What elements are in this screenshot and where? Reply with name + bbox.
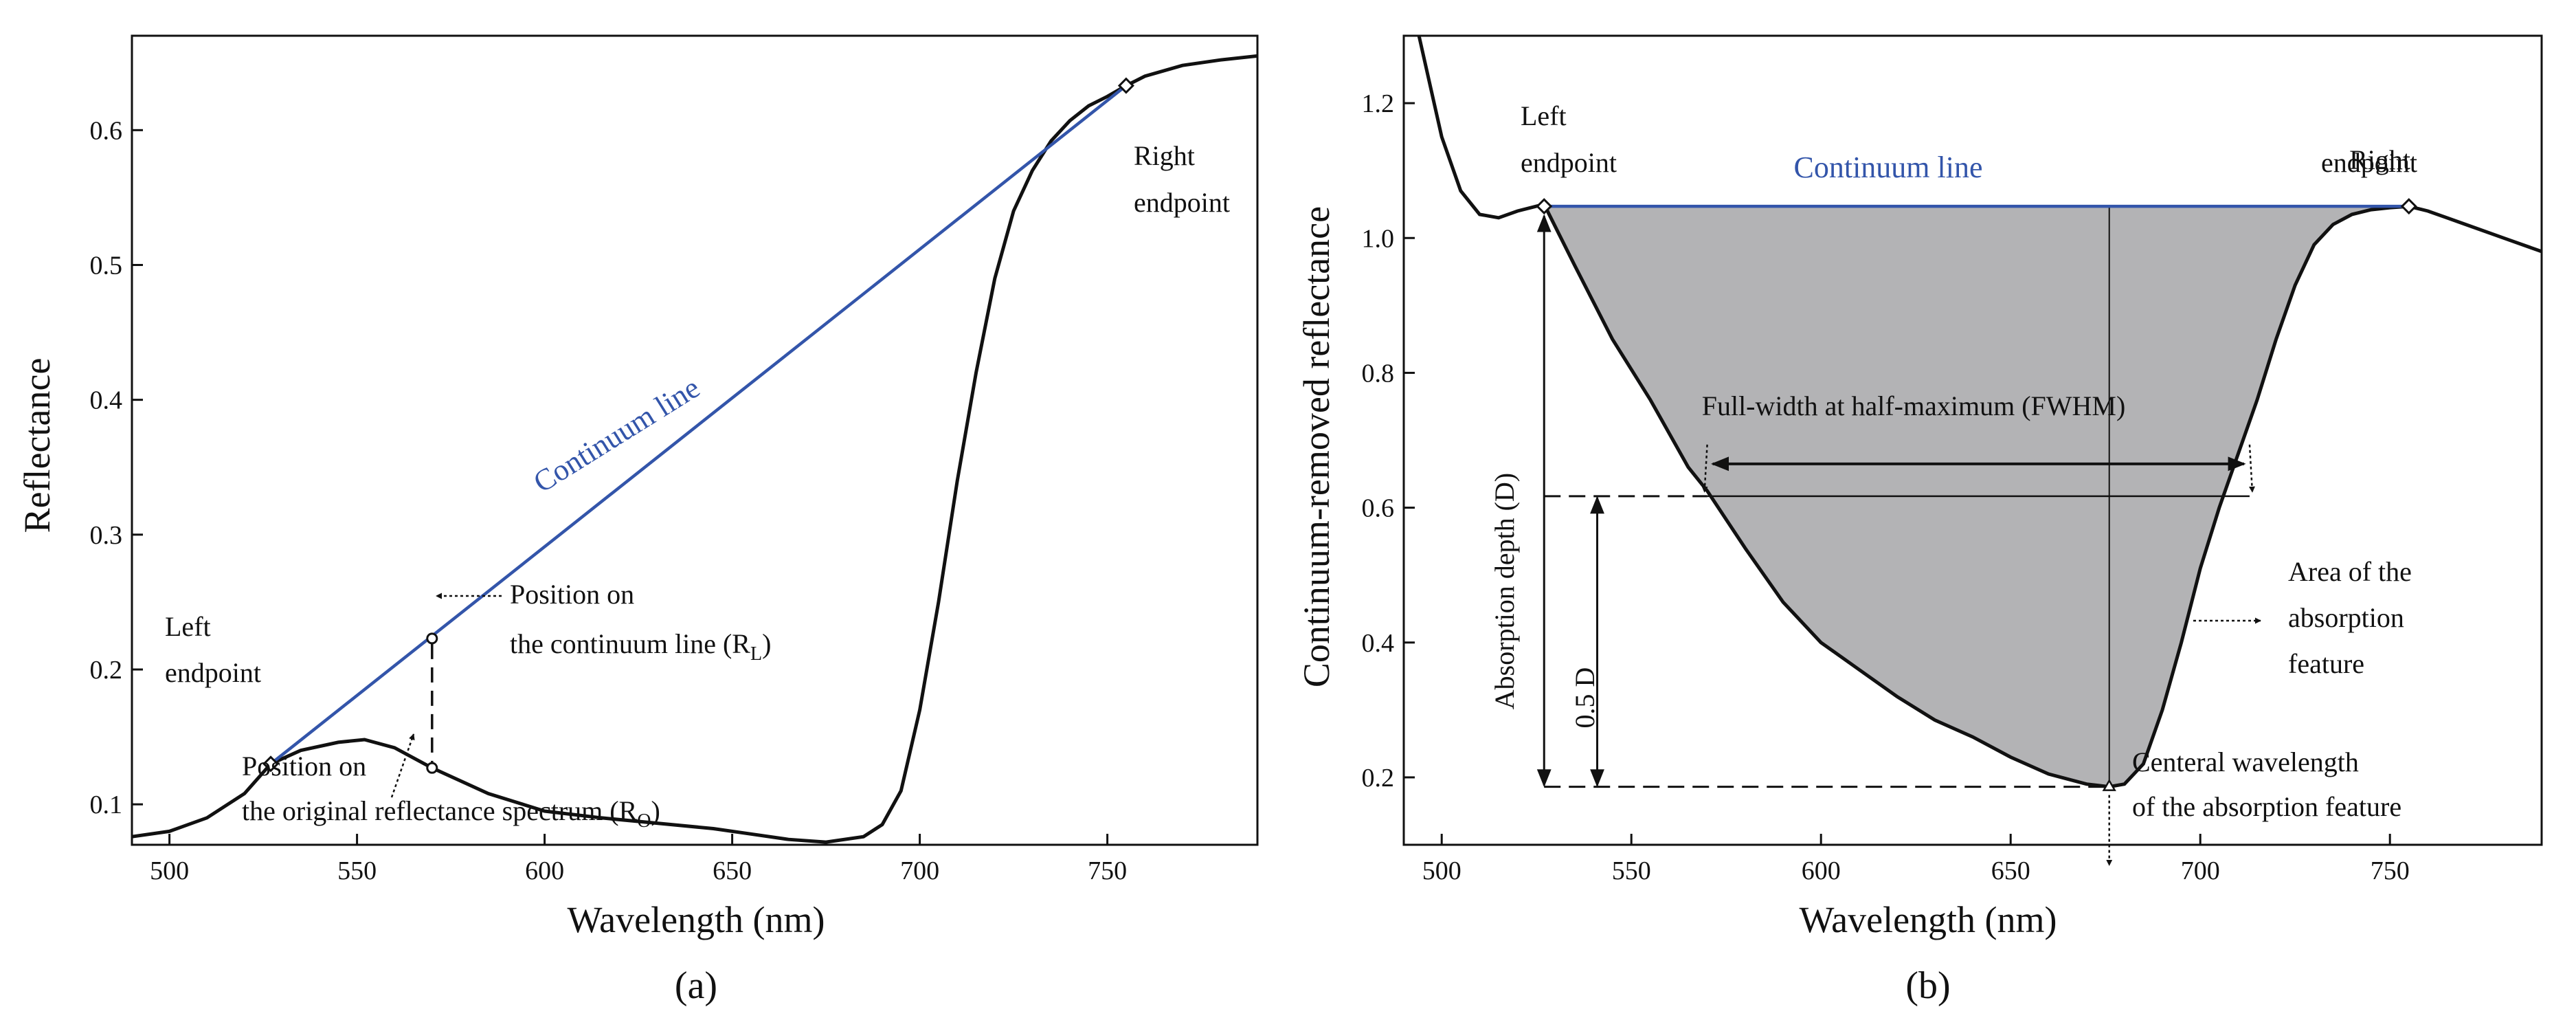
- panel-a-x-tick-label: 500: [150, 856, 189, 885]
- panel-b-caption: (b): [1905, 964, 1950, 1007]
- panel-a-left-endpoint-marker: [262, 755, 280, 773]
- panel-b-fwhm-right-pointer: [2248, 444, 2255, 493]
- panel-b-half-depth-label: 0.5 D: [1569, 667, 1600, 729]
- panel-a-rl-line-1: Position on: [510, 579, 634, 610]
- panel-a-x-tick-label: 650: [713, 856, 752, 885]
- panel-a-x-tick-label: 550: [337, 856, 377, 885]
- panel-b-y-tick-label: 0.2: [1362, 764, 1395, 793]
- panel-a-plot-frame: [131, 34, 1259, 846]
- panel-b-x-tick-label: 600: [1802, 856, 1841, 885]
- panel-b-continuum-label: Continuum line: [1794, 151, 1983, 184]
- panel-a-right-endpoint-line-1: Right: [1134, 140, 1195, 171]
- panel-a-rl-subscript: L: [750, 643, 762, 665]
- panel-a-continuum-label: Continuum line: [528, 370, 706, 499]
- panel-b-center-marker: [2102, 779, 2116, 791]
- panel-a-x-tick-label: 750: [1088, 856, 1127, 885]
- panel-a-rl-close: ): [762, 628, 771, 659]
- panel-a-x-tick-label: 600: [525, 856, 564, 885]
- panel-a-ro-subscript: O: [637, 810, 651, 832]
- panel-a-ro-line-1: Position on: [242, 751, 366, 782]
- panel-b-x-tick-label: 550: [1612, 856, 1651, 885]
- panel-a-spectrum-line: [131, 54, 1258, 844]
- panel-b-x-ticks: 500 550 600 650 700 750: [1422, 834, 2410, 885]
- panel-b-spectrum-line: [1417, 35, 2542, 789]
- panel-a-right-endpoint-line-2: endpoint: [1134, 187, 1230, 218]
- panel-b-area-label: Area of the absorption feature: [2288, 556, 2419, 679]
- panel-a-y-tick-label: 0.1: [90, 790, 123, 819]
- panel-b-plot-frame: [1402, 34, 2543, 846]
- panel-a-x-axis-label: Wavelength (nm): [567, 899, 825, 940]
- panel-b-right-endpoint-label: Right endpoint: [2321, 144, 2417, 178]
- panel-b-left-endpoint-line-1: Left: [1521, 100, 1567, 131]
- panel-b-right-endpoint-marker: [2400, 198, 2417, 215]
- panel-a-y-axis-label: Reflectance: [16, 358, 58, 533]
- panel-a-right-endpoint-marker: [1117, 77, 1134, 94]
- panel-a-continuum-line: [269, 84, 1128, 766]
- panel-a-ro-line-2: the original reflectance spectrum (R: [242, 795, 638, 826]
- panel-b-x-tick-label: 500: [1422, 856, 1461, 885]
- panel-b-left-endpoint-line-2: endpoint: [1521, 147, 1617, 178]
- panel-a-x-ticks: 500 550 600 650 700 750: [150, 834, 1127, 885]
- panel-a-rl-line-2: the continuum line (R: [510, 628, 750, 659]
- panel-a-y-tick-label: 0.2: [90, 656, 123, 685]
- panel-a: 500 550 600 650 700 750 0.1 0.2 0.3 0.4 0.5 0.6 Co…: [16, 34, 1259, 1007]
- panel-b-area-line-3: feature: [2288, 648, 2364, 679]
- panel-b-y-ticks: 0.2 0.4 0.6 0.8 1.0 1.2: [1362, 89, 1415, 793]
- panel-b-left-endpoint-label: Left endpoint: [1521, 100, 1617, 178]
- panel-b-right-endpoint-line-2: endpoint: [2321, 147, 2417, 178]
- panel-a-x-tick-label: 700: [900, 856, 939, 885]
- panel-b-center-line-1: Centeral wavelength: [2132, 746, 2359, 777]
- panel-b-y-tick-label: 1.2: [1362, 89, 1395, 118]
- panel-a-ro-arrow: [390, 733, 415, 798]
- panel-a-left-endpoint-label: Left endpoint: [165, 611, 261, 688]
- panel-b-y-tick-label: 1.0: [1362, 224, 1395, 253]
- panel-a-y-tick-label: 0.5: [90, 251, 123, 280]
- panel-a-caption: (a): [675, 964, 717, 1007]
- panel-b-x-tick-label: 750: [2371, 856, 2410, 885]
- panel-a-rl-point-marker: [426, 632, 438, 645]
- panel-b-y-tick-label: 0.4: [1362, 629, 1395, 658]
- panel-b-fwhm-left-pointer: [1701, 444, 1708, 493]
- panel-a-rl-label: Position on the continuum line (RL): [510, 579, 771, 665]
- panel-b-x-axis-label: Wavelength (nm): [1799, 899, 2057, 940]
- panel-a-y-tick-label: 0.6: [90, 116, 123, 145]
- panel-a-left-endpoint-line-1: Left: [165, 611, 211, 642]
- panel-b-x-tick-label: 700: [2181, 856, 2220, 885]
- panel-b-y-tick-label: 0.6: [1362, 494, 1395, 523]
- panel-b-depth-label: Absorption depth (D): [1489, 473, 1520, 709]
- panel-b-x-tick-label: 650: [1991, 856, 2030, 885]
- panel-a-y-tick-label: 0.4: [90, 386, 123, 415]
- panel-a-ro-close: ): [651, 795, 660, 826]
- panel-a-right-endpoint-label: Right endpoint: [1134, 140, 1230, 218]
- panel-b-fwhm-label: Full-width at half-maximum (FWHM): [1702, 390, 2126, 421]
- panel-b: 500 550 600 650 700 750 0.2 0.4 0.6 0.8 1.0 1.2 Co…: [1296, 34, 2543, 1007]
- panel-a-y-ticks: 0.1 0.2 0.3 0.4 0.5 0.6: [90, 116, 143, 819]
- panel-b-area-line-2: absorption: [2288, 602, 2404, 633]
- panel-b-left-endpoint-marker: [1536, 198, 1553, 215]
- panel-b-center-line-2: of the absorption feature: [2132, 791, 2401, 822]
- panel-b-right-endpoint-line-1: Right: [2349, 144, 2410, 175]
- panel-b-center-label: Centeral wavelength of the absorption fe…: [2132, 746, 2401, 822]
- panel-a-ro-point-marker: [426, 762, 438, 774]
- panel-a-left-endpoint-line-2: endpoint: [165, 657, 261, 688]
- panel-b-area-line-1: Area of the: [2288, 556, 2412, 587]
- panel-b-y-axis-label: Continuum-removed reflectance: [1296, 206, 1337, 687]
- panel-a-y-tick-label: 0.3: [90, 521, 123, 550]
- panel-b-y-tick-label: 0.8: [1362, 359, 1395, 388]
- panel-a-ro-label: Position on the original reflectance spe…: [242, 751, 660, 832]
